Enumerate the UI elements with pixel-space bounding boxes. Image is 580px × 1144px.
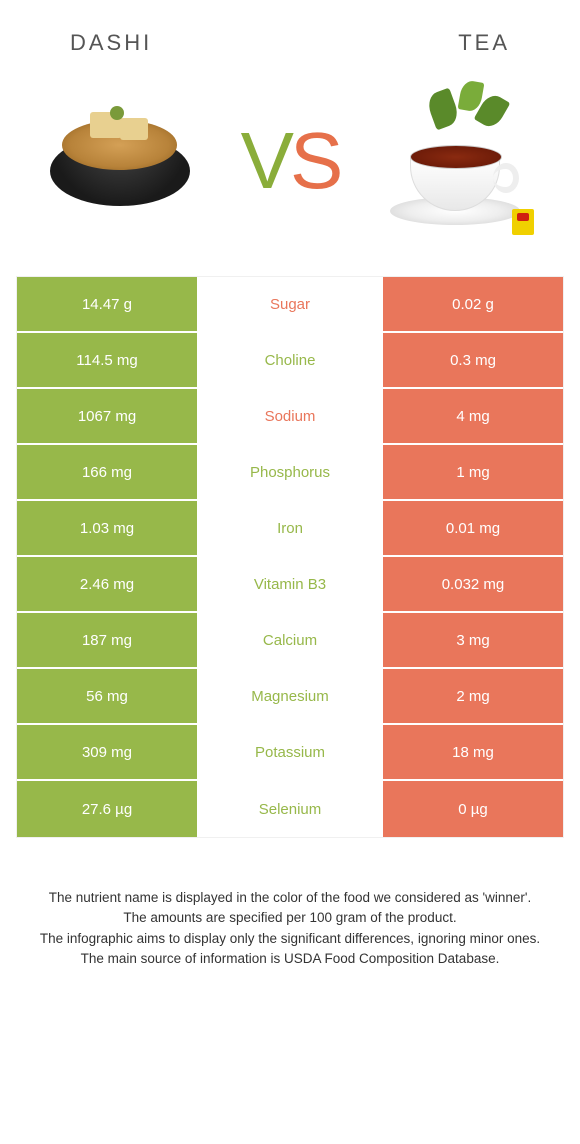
- value-left: 166 mg: [17, 445, 197, 499]
- value-right: 0.02 g: [383, 277, 563, 331]
- nutrient-name: Calcium: [197, 613, 383, 667]
- nutrient-name: Magnesium: [197, 669, 383, 723]
- table-row: 27.6 µgSelenium0 µg: [17, 781, 563, 837]
- nutrient-name: Selenium: [197, 781, 383, 837]
- table-row: 166 mgPhosphorus1 mg: [17, 445, 563, 501]
- footer-line: The infographic aims to display only the…: [30, 929, 550, 949]
- nutrient-name: Sugar: [197, 277, 383, 331]
- value-left: 27.6 µg: [17, 781, 197, 837]
- footer-line: The nutrient name is displayed in the co…: [30, 888, 550, 908]
- value-left: 2.46 mg: [17, 557, 197, 611]
- value-left: 187 mg: [17, 613, 197, 667]
- table-row: 2.46 mgVitamin B30.032 mg: [17, 557, 563, 613]
- value-right: 2 mg: [383, 669, 563, 723]
- nutrient-name: Choline: [197, 333, 383, 387]
- value-left: 309 mg: [17, 725, 197, 779]
- footer-notes: The nutrient name is displayed in the co…: [30, 888, 550, 969]
- vs-v: V: [241, 115, 290, 207]
- value-right: 0.01 mg: [383, 501, 563, 555]
- table-row: 56 mgMagnesium2 mg: [17, 669, 563, 725]
- comparison-table: 14.47 gSugar0.02 g114.5 mgCholine0.3 mg1…: [16, 276, 564, 838]
- title-right: TEA: [458, 30, 510, 56]
- value-right: 4 mg: [383, 389, 563, 443]
- table-row: 1067 mgSodium4 mg: [17, 389, 563, 445]
- title-left: DASHI: [70, 30, 152, 56]
- nutrient-name: Iron: [197, 501, 383, 555]
- table-row: 309 mgPotassium18 mg: [17, 725, 563, 781]
- table-row: 187 mgCalcium3 mg: [17, 613, 563, 669]
- dashi-image: [30, 81, 210, 241]
- footer-line: The amounts are specified per 100 gram o…: [30, 908, 550, 928]
- value-right: 18 mg: [383, 725, 563, 779]
- table-row: 1.03 mgIron0.01 mg: [17, 501, 563, 557]
- value-left: 14.47 g: [17, 277, 197, 331]
- value-right: 3 mg: [383, 613, 563, 667]
- footer-line: The main source of information is USDA F…: [30, 949, 550, 969]
- value-right: 0.3 mg: [383, 333, 563, 387]
- value-right: 1 mg: [383, 445, 563, 499]
- table-row: 114.5 mgCholine0.3 mg: [17, 333, 563, 389]
- vs-s: S: [290, 115, 339, 207]
- table-row: 14.47 gSugar0.02 g: [17, 277, 563, 333]
- value-left: 1.03 mg: [17, 501, 197, 555]
- value-left: 114.5 mg: [17, 333, 197, 387]
- tea-image: [370, 81, 550, 241]
- value-left: 56 mg: [17, 669, 197, 723]
- nutrient-name: Vitamin B3: [197, 557, 383, 611]
- value-right: 0.032 mg: [383, 557, 563, 611]
- nutrient-name: Sodium: [197, 389, 383, 443]
- value-left: 1067 mg: [17, 389, 197, 443]
- nutrient-name: Potassium: [197, 725, 383, 779]
- nutrient-name: Phosphorus: [197, 445, 383, 499]
- value-right: 0 µg: [383, 781, 563, 837]
- vs-label: VS: [241, 115, 340, 207]
